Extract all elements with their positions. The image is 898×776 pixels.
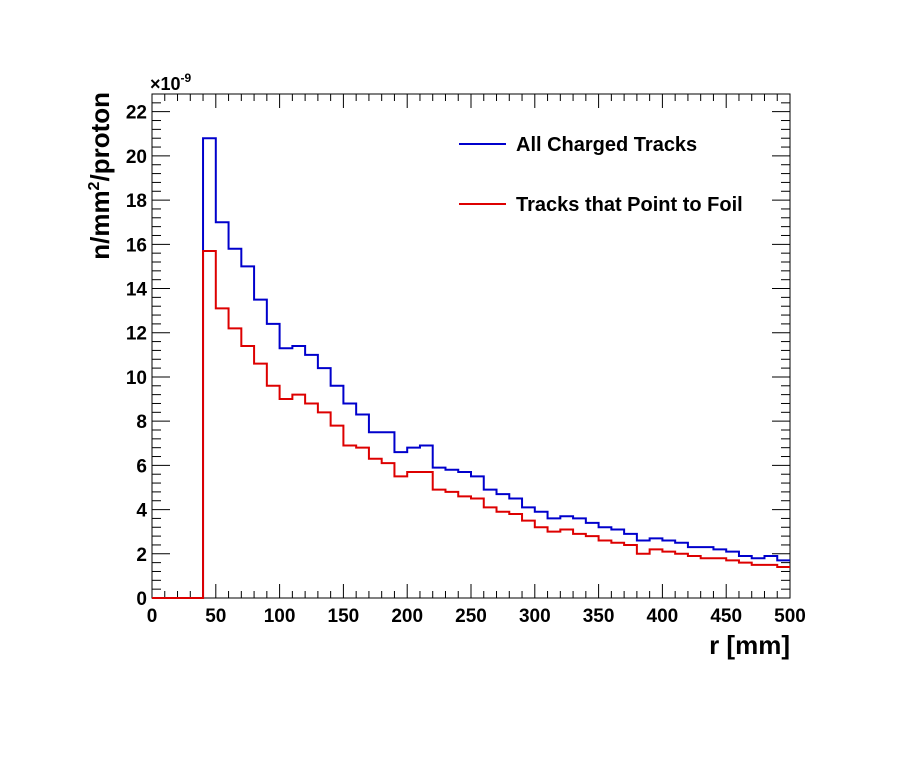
y-tick-label: 16	[126, 235, 147, 256]
x-axis-ticks: 0 50 100 150 200 250 300 350 400 450 500	[147, 94, 806, 627]
y-multiplier: ×10-9	[150, 71, 192, 94]
legend-label-all-charged: All Charged Tracks	[516, 134, 697, 156]
x-axis-label: r [mm]	[709, 630, 790, 660]
y-tick-label: 10	[126, 368, 147, 389]
y-tick-label: 20	[126, 147, 147, 168]
y-tick-label: 6	[136, 456, 147, 477]
x-tick-label: 400	[647, 606, 679, 627]
x-tick-label: 350	[583, 606, 615, 627]
x-tick-label: 450	[710, 606, 742, 627]
x-tick-label: 150	[328, 606, 360, 627]
y-tick-label: 18	[126, 191, 147, 212]
x-tick-label: 0	[147, 606, 158, 627]
legend: All Charged Tracks Tracks that Point to …	[459, 134, 743, 216]
y-axis-label: n/mm2/proton	[85, 92, 115, 260]
y-tick-label: 4	[136, 501, 147, 522]
legend-label-point-to-foil: Tracks that Point to Foil	[516, 194, 743, 216]
y-tick-label: 14	[126, 280, 148, 301]
x-tick-label: 300	[519, 606, 551, 627]
y-tick-label: 22	[126, 103, 147, 124]
x-tick-label: 500	[774, 606, 806, 627]
y-tick-label: 0	[136, 589, 147, 610]
series-tracks-point-to-foil	[152, 249, 790, 599]
x-tick-label: 250	[455, 606, 487, 627]
series-layer	[152, 137, 790, 599]
series-all-charged-tracks	[152, 137, 790, 599]
x-tick-label: 100	[264, 606, 296, 627]
x-tick-label: 200	[391, 606, 423, 627]
y-tick-label: 8	[136, 412, 147, 433]
x-tick-label: 50	[205, 606, 226, 627]
y-tick-label: 12	[126, 324, 147, 345]
y-axis-ticks: 0 2 4 6 8 10 12 14 16 18 20 22	[126, 93, 790, 610]
y-tick-label: 2	[136, 545, 147, 566]
